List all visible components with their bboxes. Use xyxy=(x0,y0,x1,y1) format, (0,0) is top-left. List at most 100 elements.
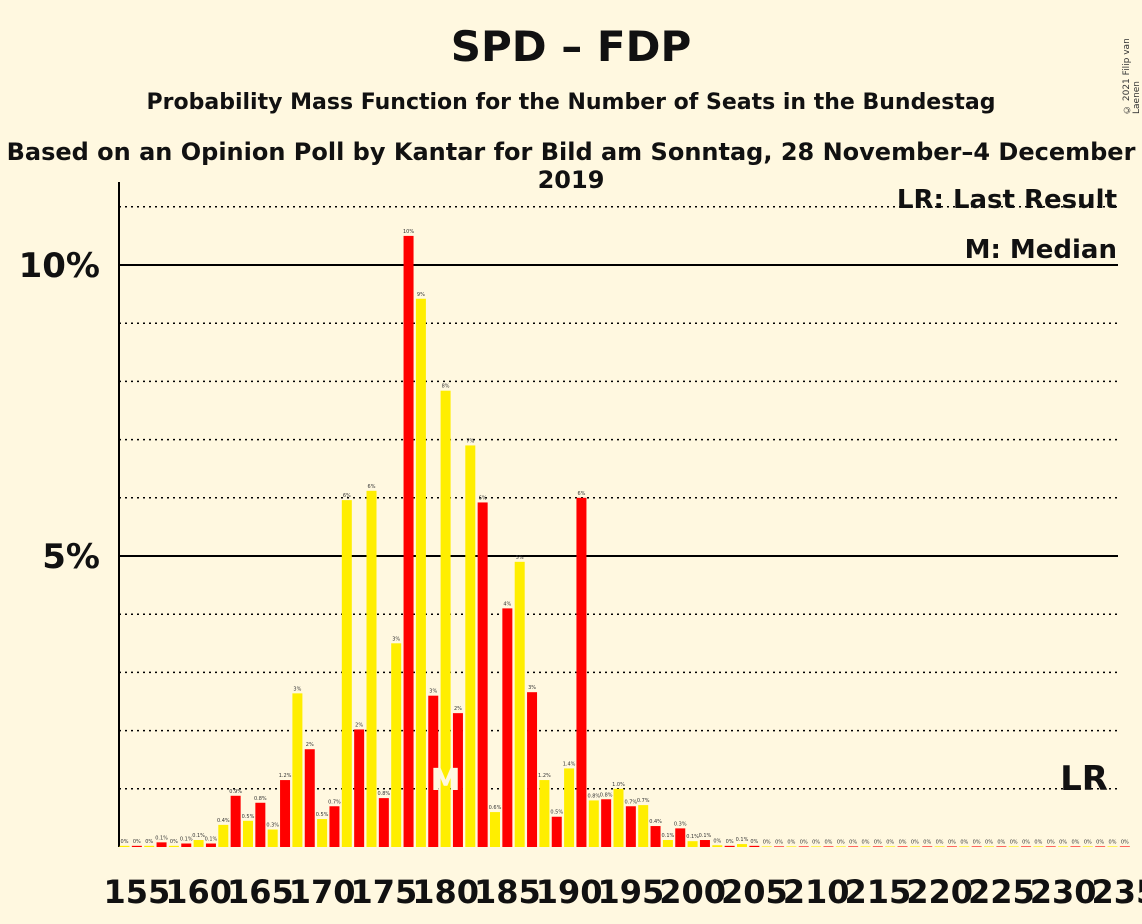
bar xyxy=(1058,846,1069,847)
bar xyxy=(811,846,822,847)
bar xyxy=(205,843,216,847)
x-tick-label: 200 xyxy=(659,873,726,911)
bar-data-label: 3% xyxy=(429,689,437,695)
x-tick-label: 155 xyxy=(103,873,170,911)
bar xyxy=(452,713,463,847)
bar-data-label: 0.4% xyxy=(217,818,230,824)
bar-data-label: 0% xyxy=(1034,839,1042,845)
bar xyxy=(737,844,747,847)
bar-data-label: 0.6% xyxy=(489,805,502,811)
bar-data-label: 0.7% xyxy=(328,799,341,805)
bar xyxy=(218,824,229,847)
x-tick-label: 205 xyxy=(721,873,788,911)
bar-data-label: 6% xyxy=(368,484,376,490)
bar-data-label: 0.9% xyxy=(229,789,242,795)
bar xyxy=(712,845,723,847)
chart-source-line: Based on an Opinion Poll by Kantar for B… xyxy=(6,138,1136,194)
bar xyxy=(1033,846,1044,847)
bar xyxy=(848,846,859,847)
bar xyxy=(255,802,266,847)
bar xyxy=(243,820,253,847)
x-tick-label: 175 xyxy=(350,873,417,911)
bar-data-label: 0% xyxy=(1022,839,1030,845)
bar xyxy=(823,846,834,847)
bar xyxy=(477,502,488,847)
bar xyxy=(885,846,896,847)
bar-data-label: 0% xyxy=(800,839,808,845)
legend-median: M: Median xyxy=(965,235,1117,265)
bar-data-label: 4% xyxy=(503,601,511,607)
x-tick-label: 160 xyxy=(165,873,232,911)
bar xyxy=(304,749,315,847)
bar xyxy=(1021,846,1032,847)
bar-data-label: 0% xyxy=(874,839,882,845)
bar xyxy=(650,826,661,847)
bar-data-label: 0% xyxy=(121,839,129,845)
bar xyxy=(971,846,982,847)
bar xyxy=(625,806,636,847)
bar-data-label: 0.8% xyxy=(587,793,600,799)
bar xyxy=(996,846,1007,847)
bar-data-label: 3% xyxy=(392,636,400,642)
bar xyxy=(1119,846,1130,847)
bar xyxy=(514,561,525,847)
legend-last-result: LR: Last Result xyxy=(897,185,1117,215)
bar-data-label: 0% xyxy=(1109,839,1117,845)
bar xyxy=(119,845,130,847)
bar xyxy=(613,788,624,847)
bar-data-label: 3% xyxy=(293,686,301,692)
bar-data-label: 0.8% xyxy=(254,796,267,802)
bar xyxy=(230,795,241,847)
bar-data-label: 0% xyxy=(1071,839,1079,845)
bar xyxy=(539,780,550,847)
bar-data-label: 0% xyxy=(899,839,907,845)
bar xyxy=(934,846,945,847)
x-tick-label: 170 xyxy=(289,873,356,911)
bar-data-label: 0% xyxy=(948,839,956,845)
x-tick-label: 235 xyxy=(1091,873,1142,911)
chart-subtitle: Probability Mass Function for the Number… xyxy=(146,90,996,115)
bar-data-label: 0% xyxy=(886,839,894,845)
bar-data-label: 0% xyxy=(750,839,758,845)
bar-data-label: 3% xyxy=(528,685,536,691)
bar-data-label: 0% xyxy=(960,839,968,845)
bar xyxy=(502,608,513,847)
bar xyxy=(391,643,402,847)
x-tick-label: 225 xyxy=(968,873,1035,911)
bar-data-label: 0% xyxy=(170,839,178,845)
bar xyxy=(601,799,612,847)
bar xyxy=(774,846,785,847)
bar-data-label: 0.8% xyxy=(377,791,390,797)
bar xyxy=(193,840,204,847)
y-tick-label: 5% xyxy=(42,537,100,577)
bar xyxy=(551,816,562,847)
bar xyxy=(131,845,142,847)
bar xyxy=(860,846,871,847)
bar-data-label: 1.2% xyxy=(538,773,551,779)
bar xyxy=(144,845,155,847)
bar xyxy=(156,842,167,847)
bar-data-label: 0% xyxy=(713,838,721,844)
bar-data-label: 0.5% xyxy=(242,814,255,820)
bar-data-label: 0.1% xyxy=(192,833,205,839)
bar-data-label: 0% xyxy=(923,839,931,845)
bar-data-label: 7% xyxy=(466,438,474,444)
bar-data-label: 0.8% xyxy=(600,792,613,798)
bar-data-label: 0.5% xyxy=(316,812,329,818)
bar xyxy=(280,780,291,847)
bar-data-label: 0% xyxy=(775,839,783,845)
bar xyxy=(415,298,426,848)
bar-data-label: 0% xyxy=(1084,839,1092,845)
bar-data-label: 0.1% xyxy=(155,835,168,841)
bar-data-label: 0% xyxy=(936,839,944,845)
bar xyxy=(490,812,500,847)
bar-data-label: 8% xyxy=(442,384,450,390)
bar-data-label: 2% xyxy=(355,722,363,728)
bar-data-label: 0% xyxy=(849,839,857,845)
bar xyxy=(835,846,846,847)
bar xyxy=(1070,846,1081,847)
bar-data-label: 1.0% xyxy=(612,782,625,788)
last-result-marker: LR xyxy=(1060,759,1108,799)
bar xyxy=(564,768,575,847)
